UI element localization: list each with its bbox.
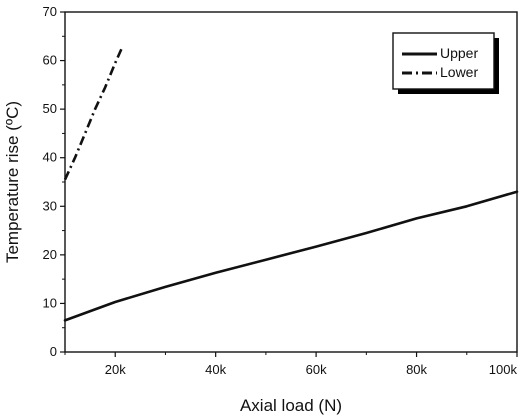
legend-box	[392, 32, 495, 90]
x-axis: 20k 40k 60k 80k 100k	[64, 352, 518, 377]
legend: Upper Lower	[392, 32, 499, 94]
y-tick-label: 60	[43, 53, 57, 68]
y-axis-title: Temperature rise (ºC)	[3, 101, 22, 263]
x-tick-label: 80k	[406, 362, 427, 377]
series-line-upper	[63, 190, 519, 322]
y-axis: 0 10 20 30 40 50 60 70	[43, 4, 65, 359]
y-tick-label: 70	[43, 4, 57, 19]
x-tick-label: 100k	[489, 362, 518, 377]
y-tick-label: 30	[43, 198, 57, 213]
y-tick-label: 0	[50, 344, 57, 359]
series-layer	[63, 45, 519, 322]
y-tick-label: 40	[43, 150, 57, 165]
legend-label-lower: Lower	[440, 64, 478, 80]
legend-label-upper: Upper	[440, 45, 478, 61]
x-axis-title: Axial load (N)	[240, 396, 342, 415]
y-tick-label: 50	[43, 101, 57, 116]
x-tick-label: 20k	[105, 362, 126, 377]
series-line-lower	[63, 45, 124, 181]
y-tick-label: 10	[43, 295, 57, 310]
x-tick-label: 40k	[205, 362, 226, 377]
y-tick-label: 20	[43, 247, 57, 262]
x-tick-label: 60k	[306, 362, 327, 377]
